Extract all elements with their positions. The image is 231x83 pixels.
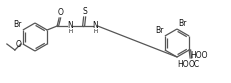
Text: O: O [57, 8, 63, 17]
Text: O: O [16, 40, 22, 48]
Text: Br: Br [13, 20, 22, 29]
Text: OC: OC [189, 60, 200, 69]
Text: S: S [83, 7, 88, 16]
Text: H: H [93, 28, 97, 34]
Text: HOO: HOO [190, 51, 208, 60]
Text: Br: Br [155, 26, 164, 35]
Text: HO: HO [177, 60, 189, 69]
Text: H: H [68, 28, 72, 34]
Text: Br: Br [178, 19, 186, 28]
Text: N: N [67, 21, 73, 30]
Text: N: N [92, 21, 98, 30]
